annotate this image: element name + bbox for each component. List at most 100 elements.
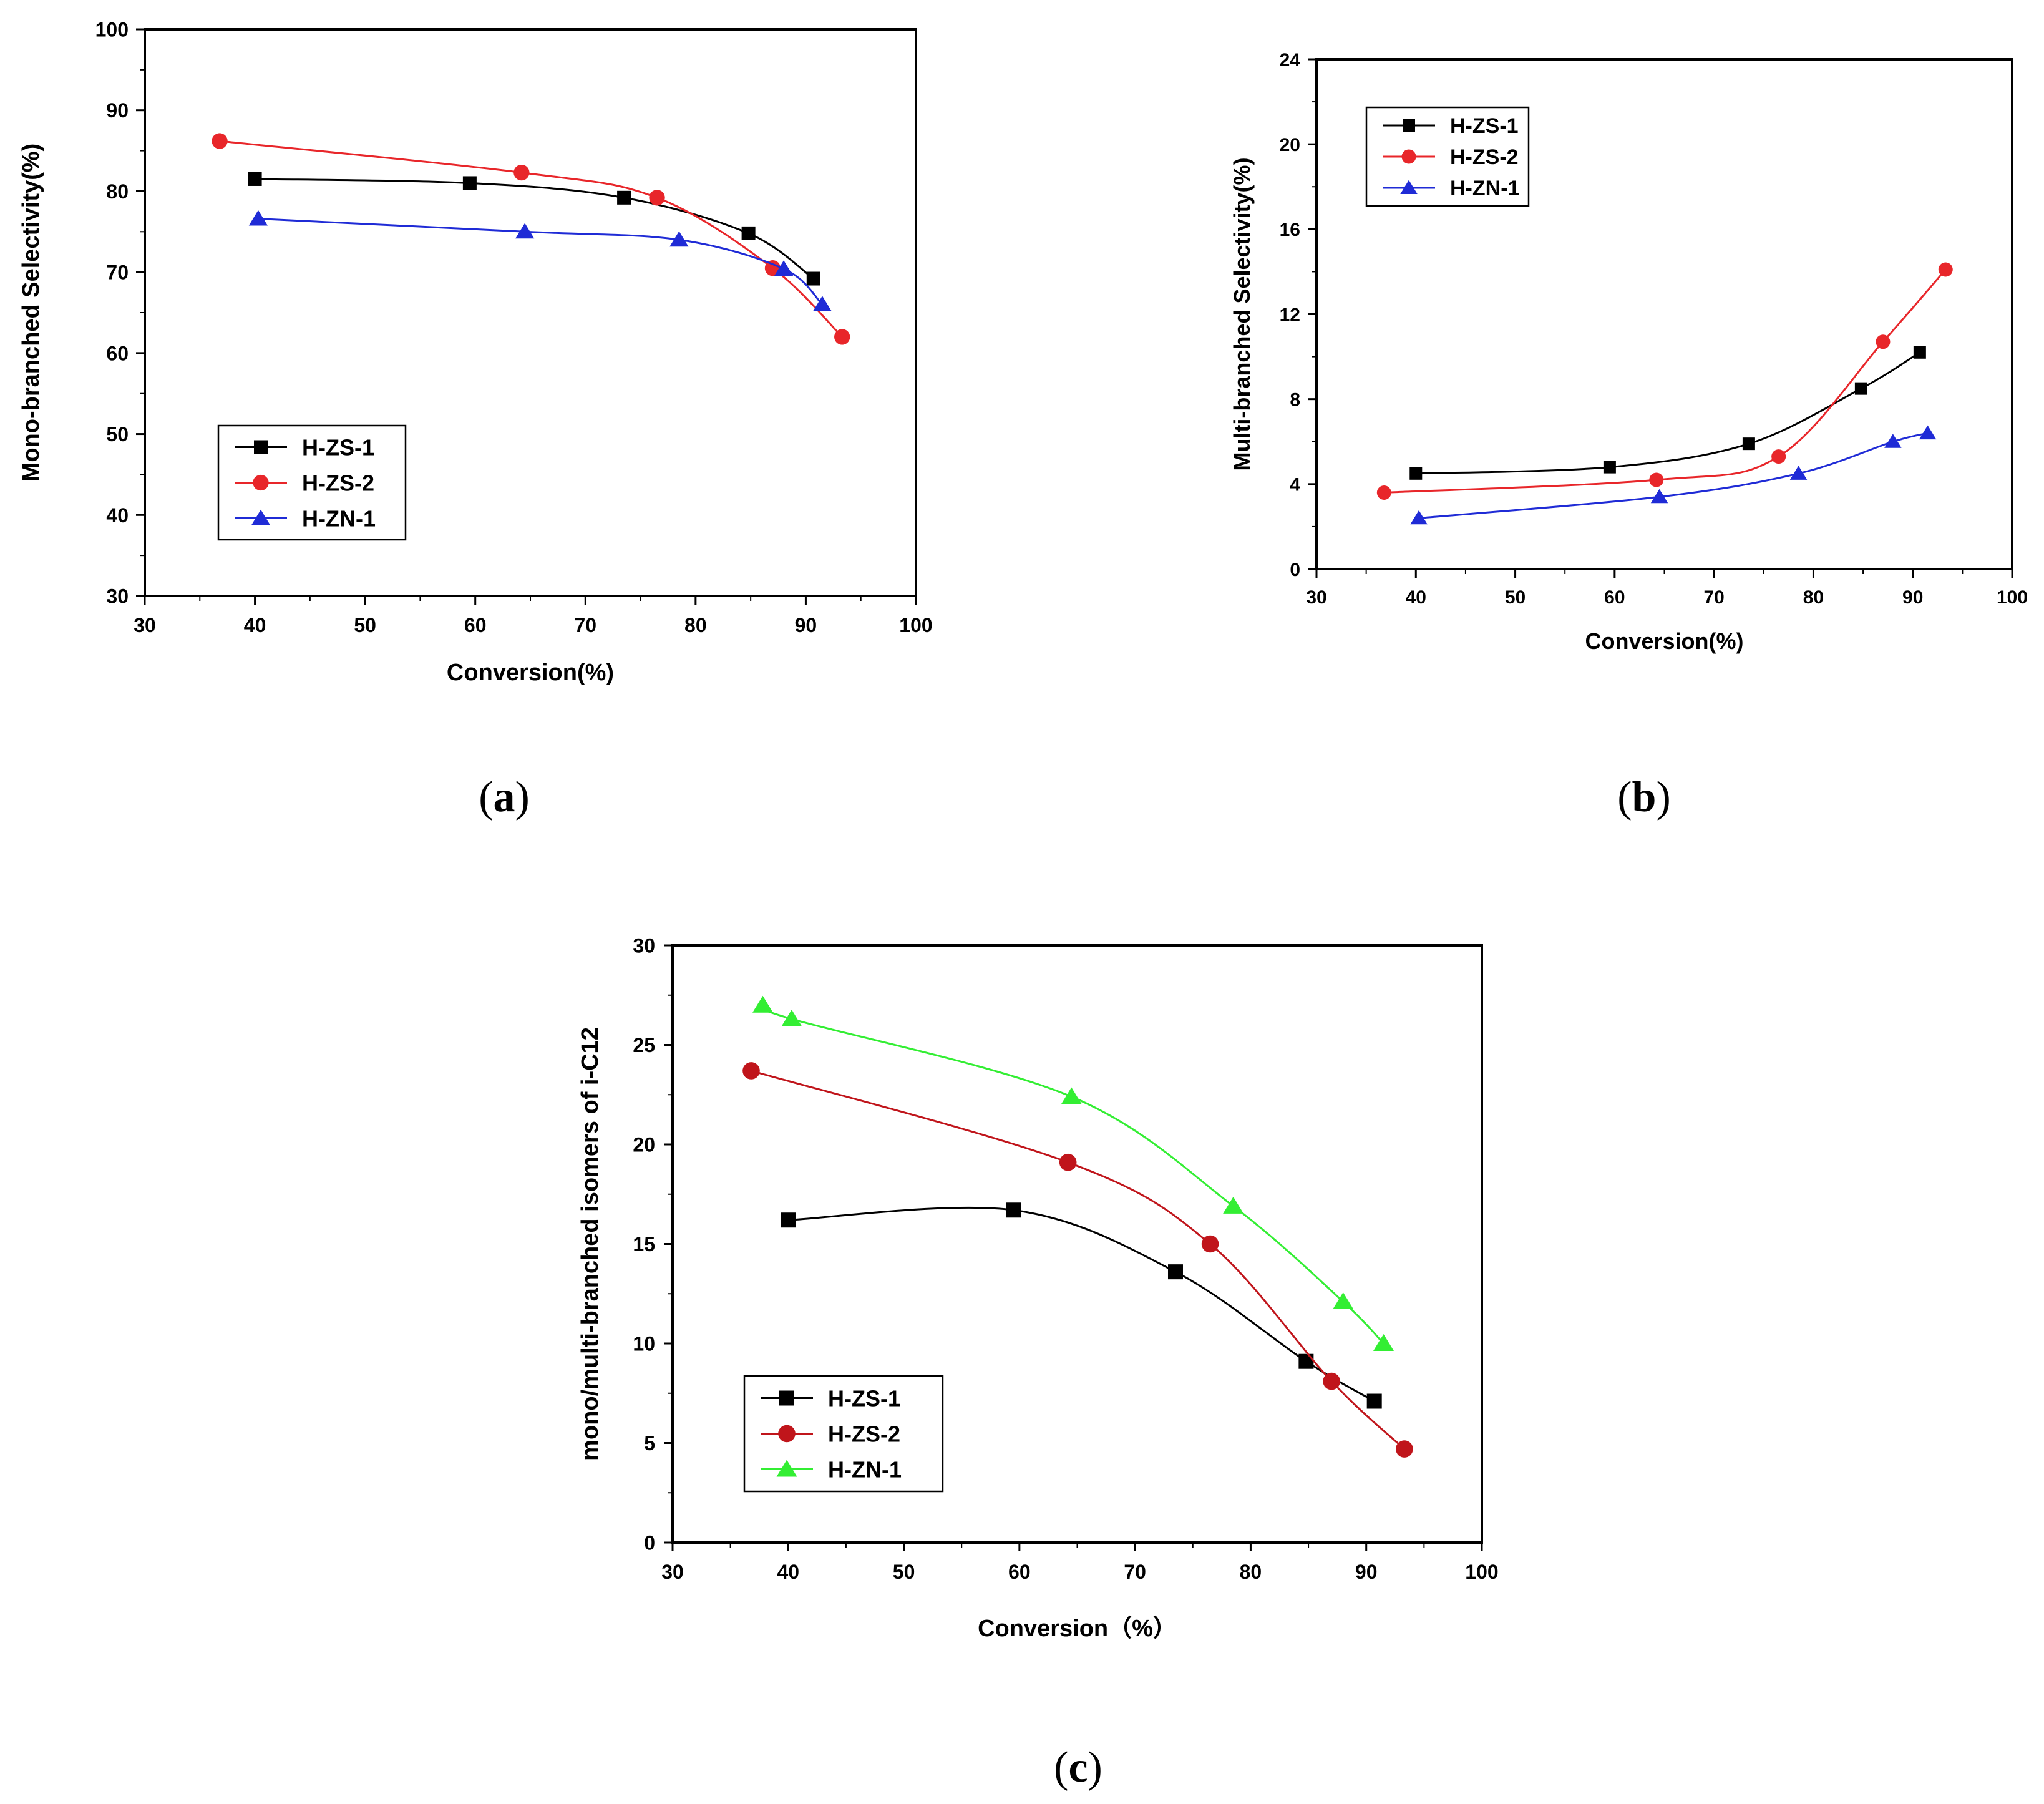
series-H-ZN-1	[752, 995, 1394, 1351]
x-tick-label: 50	[1505, 587, 1526, 608]
data-point	[1884, 434, 1902, 448]
series-line	[759, 1004, 1385, 1345]
data-point	[774, 260, 794, 276]
legend-marker	[779, 1390, 794, 1406]
data-point	[1223, 1196, 1244, 1214]
legend-marker	[778, 1425, 796, 1443]
x-tick-label: 30	[134, 614, 156, 636]
y-tick-label: 70	[106, 261, 129, 284]
y-tick-label: 0	[644, 1532, 655, 1554]
series-line	[258, 218, 823, 306]
series-line	[219, 140, 843, 338]
legend-marker	[1403, 119, 1415, 132]
x-axis-title: Conversion(%)	[447, 660, 614, 686]
y-tick-label: 16	[1280, 220, 1300, 240]
data-point	[1650, 489, 1668, 504]
x-tick-label: 90	[1902, 587, 1923, 608]
x-tick-label: 70	[1703, 587, 1724, 608]
x-tick-label: 50	[893, 1561, 915, 1583]
panel-label: (b)	[1617, 773, 1671, 821]
panel-label-open: (	[1054, 1743, 1068, 1792]
y-tick-label: 10	[633, 1333, 655, 1355]
data-point	[1771, 449, 1786, 464]
y-tick-label: 0	[1290, 560, 1300, 580]
data-point	[1410, 510, 1428, 525]
data-point	[1603, 461, 1616, 474]
data-point	[1298, 1353, 1314, 1369]
x-tick-label: 80	[684, 614, 707, 636]
x-tick-label: 70	[574, 614, 596, 636]
y-tick-label: 20	[633, 1134, 655, 1156]
data-point	[1061, 1087, 1082, 1104]
y-tick-label: 4	[1290, 475, 1300, 495]
data-point	[617, 190, 631, 205]
x-tick-label: 100	[899, 614, 932, 636]
data-point	[781, 1010, 802, 1027]
legend-label: H-ZS-1	[828, 1385, 900, 1411]
panel-label-close: )	[1656, 773, 1670, 821]
y-tick-label: 8	[1290, 389, 1300, 410]
data-point	[1167, 1264, 1183, 1280]
panel-label-close: )	[515, 773, 530, 821]
chart-panel-a: 30 40 50 60 70 80 90 100 30 40 50 60 70 80 90 100 Conver…	[18, 19, 933, 821]
data-point	[1396, 1440, 1413, 1458]
data-point	[741, 226, 756, 240]
series-H-ZS-1	[248, 172, 820, 286]
series-line	[255, 178, 814, 280]
data-point	[742, 1062, 760, 1080]
data-point	[1376, 485, 1391, 500]
y-tick-label: 60	[106, 342, 129, 364]
data-point	[1006, 1202, 1021, 1218]
y-tick-label: 24	[1280, 50, 1301, 71]
y-tick-label: 5	[644, 1432, 655, 1455]
panel-label-close: )	[1088, 1743, 1102, 1792]
legend-marker	[254, 440, 268, 454]
series-H-ZN-1	[1410, 425, 1937, 525]
legend-label: H-ZS-1	[1450, 114, 1519, 138]
panel-label: (a)	[479, 773, 530, 821]
legend-marker	[251, 509, 271, 525]
series-H-ZS-2	[1376, 262, 1953, 500]
legend: H-ZS-1 H-ZS-2 H-ZN-1	[1365, 106, 1530, 207]
series-line	[788, 1206, 1375, 1402]
y-tick-label: 80	[106, 180, 129, 203]
y-tick-label: 100	[95, 19, 129, 41]
y-tick-label: 30	[106, 585, 129, 608]
chart-panel-c: 30 40 50 60 70 80 90 100 0 5 10 15 20 25 30 Conversion（…	[577, 935, 1499, 1792]
legend-box	[217, 424, 407, 541]
x-tick-label: 100	[1465, 1561, 1498, 1583]
x-tick-label: 60	[464, 614, 487, 636]
x-tick-label: 40	[244, 614, 266, 636]
legend: H-ZS-1 H-ZS-2 H-ZN-1	[743, 1375, 944, 1493]
panel-label-open: (	[1617, 773, 1632, 821]
data-point	[806, 271, 820, 286]
data-point	[1854, 382, 1867, 395]
data-point	[1742, 437, 1755, 451]
data-point	[462, 176, 477, 190]
legend-label: H-ZN-1	[828, 1456, 902, 1482]
series-H-ZS-1	[781, 1202, 1382, 1409]
x-axis-title: Conversion（%）	[978, 1616, 1177, 1642]
data-point	[1373, 1334, 1394, 1351]
panel-label-letter: b	[1632, 773, 1657, 821]
data-point	[1323, 1372, 1340, 1390]
y-tick-label: 50	[106, 423, 129, 446]
data-point	[649, 190, 665, 206]
legend-marker	[253, 474, 269, 491]
chart-panel-b: 30 40 50 60 70 80 90 100 0 4 8 12 16 20 24 Conversion(%…	[1229, 50, 2028, 821]
y-tick-label: 25	[633, 1034, 655, 1056]
legend-label: H-ZN-1	[1450, 177, 1519, 200]
y-tick-label: 15	[633, 1233, 655, 1255]
y-axis-title: mono/multi-branched isomers of i-C12	[577, 1027, 603, 1461]
data-point	[812, 296, 832, 312]
data-point	[834, 329, 850, 345]
x-axis-title: Conversion(%)	[1585, 628, 1743, 654]
data-point	[1366, 1393, 1382, 1409]
data-point	[1059, 1153, 1077, 1171]
x-tick-label: 90	[1355, 1561, 1378, 1583]
data-point	[248, 172, 262, 186]
legend-marker	[776, 1460, 797, 1477]
data-point	[1789, 466, 1808, 480]
y-axis-title: Mono-branched Selectivity(%)	[18, 144, 44, 482]
